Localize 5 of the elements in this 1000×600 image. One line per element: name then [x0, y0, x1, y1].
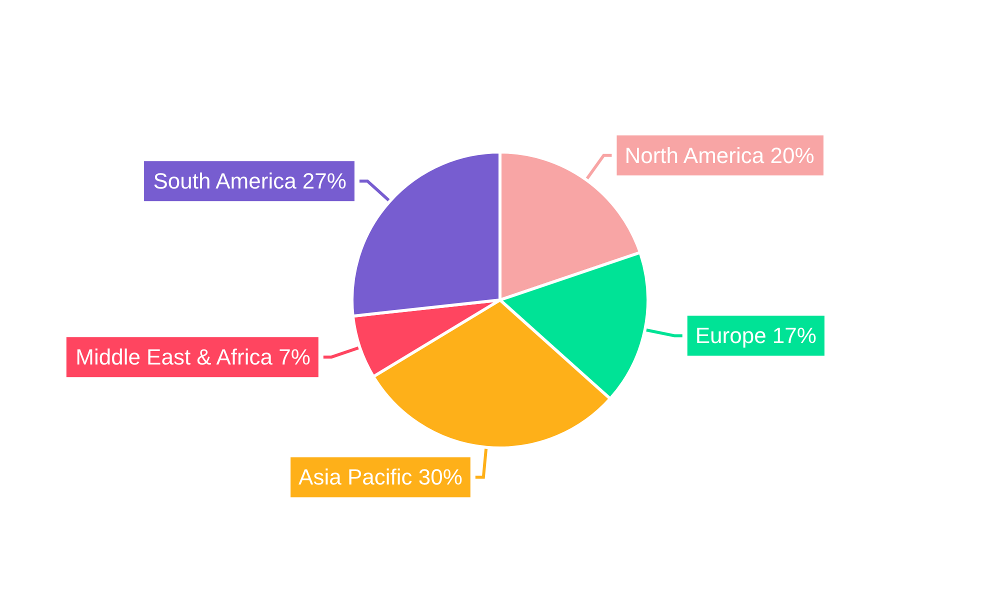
- slice-label: Middle East & Africa 7%: [76, 344, 310, 370]
- slice-label: North America 20%: [624, 142, 814, 168]
- slice-label: South America 27%: [153, 168, 346, 194]
- slice-label: Europe 17%: [695, 323, 816, 348]
- slice-label: Asia Pacific 30%: [298, 464, 462, 490]
